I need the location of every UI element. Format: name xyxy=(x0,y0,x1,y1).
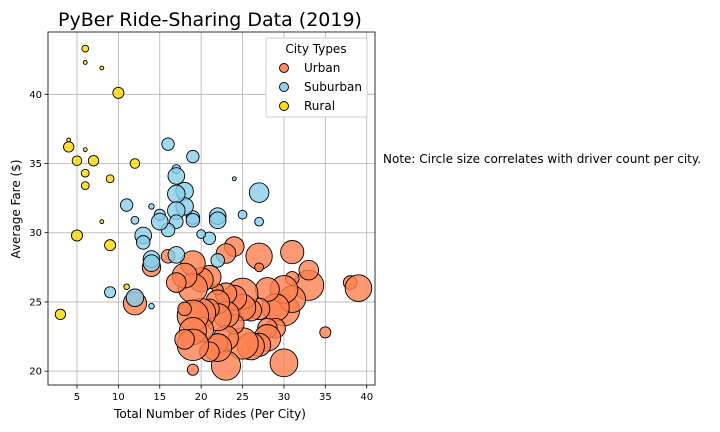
scatter-points xyxy=(54,44,373,381)
y-tick-label: 20 xyxy=(29,367,42,378)
data-point-suburban xyxy=(104,286,117,299)
data-point-urban xyxy=(280,240,305,265)
data-point-rural xyxy=(105,174,115,184)
data-point-rural xyxy=(80,181,90,191)
data-point-urban xyxy=(319,326,332,339)
data-point-urban xyxy=(174,329,195,350)
legend-marker-rural xyxy=(279,101,289,111)
data-point-rural xyxy=(99,65,105,71)
plot-frame xyxy=(47,31,376,386)
data-point-suburban xyxy=(148,203,155,210)
legend-title: City Types xyxy=(285,42,346,56)
x-axis: 5 10 15 20 25 30 35 40 xyxy=(74,385,373,403)
x-tick-label: 15 xyxy=(153,392,166,403)
x-tick-label: 40 xyxy=(360,392,373,403)
legend-marker-suburban xyxy=(279,82,289,92)
data-point-urban xyxy=(269,348,299,378)
data-point-rural xyxy=(129,158,141,169)
data-point-suburban xyxy=(119,198,134,212)
y-tick-label: 30 xyxy=(29,228,42,239)
y-axis: 20 25 30 35 40 xyxy=(29,90,48,378)
x-tick-label: 5 xyxy=(74,392,80,403)
data-point-suburban xyxy=(237,209,248,220)
x-tick-label: 35 xyxy=(319,392,332,403)
legend: City Types Urban Suburban Rural xyxy=(265,37,368,118)
data-point-urban xyxy=(186,363,199,376)
data-point-rural xyxy=(81,44,90,53)
data-point-urban xyxy=(298,259,320,281)
legend-box xyxy=(265,37,368,118)
data-point-rural xyxy=(112,86,125,99)
x-tick-label: 10 xyxy=(112,392,125,403)
data-point-suburban xyxy=(208,211,227,230)
legend-label-urban: Urban xyxy=(304,61,340,75)
data-point-rural xyxy=(54,308,67,321)
data-point-suburban xyxy=(148,302,155,310)
legend-marker-urban xyxy=(279,63,289,73)
data-point-suburban xyxy=(130,215,140,225)
data-point-suburban xyxy=(210,253,225,268)
data-point-rural xyxy=(104,239,117,252)
x-tick-label: 30 xyxy=(278,392,291,403)
data-point-suburban xyxy=(167,167,186,185)
data-point-urban xyxy=(177,301,192,317)
data-point-suburban xyxy=(248,182,270,203)
x-tick-label: 25 xyxy=(236,392,249,403)
data-point-rural xyxy=(99,219,105,225)
data-point-suburban xyxy=(125,288,145,308)
legend-label-rural: Rural xyxy=(304,99,335,113)
data-point-rural xyxy=(123,283,130,290)
series-rural xyxy=(54,44,141,321)
y-tick-label: 35 xyxy=(29,159,42,170)
data-point-suburban xyxy=(161,137,175,151)
y-tick-label: 25 xyxy=(29,297,42,308)
data-point-rural xyxy=(82,147,88,153)
data-point-suburban xyxy=(167,246,186,264)
data-point-urban xyxy=(166,272,187,293)
series-urban xyxy=(122,236,373,381)
data-point-rural xyxy=(70,229,83,242)
data-point-suburban xyxy=(142,254,161,272)
data-point-suburban xyxy=(186,149,200,164)
data-point-suburban xyxy=(254,216,264,227)
data-point-rural xyxy=(71,155,83,166)
series-suburban xyxy=(104,137,270,310)
data-point-urban xyxy=(344,274,373,302)
data-point-rural xyxy=(63,141,75,153)
x-tick-label: 20 xyxy=(195,392,208,403)
data-point-rural xyxy=(87,155,100,167)
note-text: Note: Circle size correlates with driver… xyxy=(383,152,701,166)
data-point-suburban xyxy=(196,229,206,239)
legend-label-suburban: Suburban xyxy=(304,80,362,94)
data-point-suburban xyxy=(167,184,186,204)
chart-title: PyBer Ride-Sharing Data (2019) xyxy=(58,9,362,31)
data-point-suburban xyxy=(150,212,169,231)
x-axis-label: Total Number of Rides (Per City) xyxy=(113,407,306,421)
data-point-suburban xyxy=(135,235,151,250)
data-point-rural xyxy=(82,60,88,65)
data-point-urban xyxy=(254,262,264,273)
data-point-rural xyxy=(80,168,90,178)
y-axis-label: Average Fare ($) xyxy=(9,159,23,258)
data-point-suburban xyxy=(185,213,201,228)
data-point-suburban xyxy=(231,176,237,182)
y-tick-label: 40 xyxy=(29,90,42,101)
